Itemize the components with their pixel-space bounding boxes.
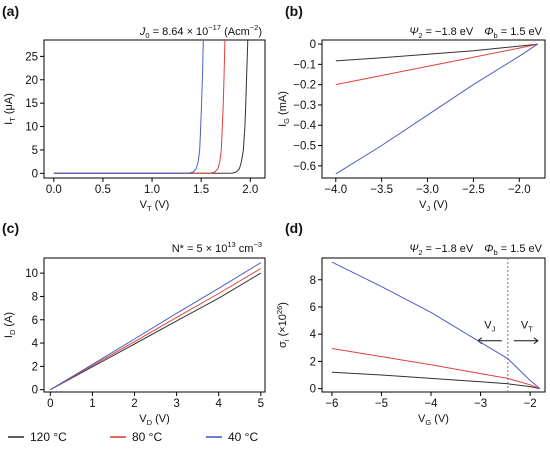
x-tick-label: 4 (215, 398, 222, 410)
series-line-3 (53, 40, 204, 174)
panel-label: (b) (285, 3, 303, 19)
y-tick-label: 4 (310, 329, 317, 341)
series-line-2 (50, 268, 262, 391)
series-line-3 (50, 262, 262, 391)
x-tick-label: 0.5 (95, 184, 111, 196)
y-tick-label: 6 (310, 302, 316, 314)
series-line-3 (335, 43, 538, 175)
region-label-vt: VT (521, 320, 533, 334)
y-tick-label: −0.1 (293, 59, 316, 71)
series-line-2 (331, 348, 541, 390)
y-axis-label: IT (μA) (3, 93, 17, 125)
y-tick-label: 0 (32, 168, 38, 180)
x-tick-label: −2.0 (508, 184, 531, 196)
x-tick-label: 3 (173, 398, 179, 410)
x-axis-label: VG (V) (418, 413, 449, 427)
y-tick-label: 0 (310, 39, 316, 51)
x-tick-label: −3.5 (370, 184, 393, 196)
x-tick-label: 5 (258, 398, 264, 410)
x-tick-label: −2.5 (462, 184, 485, 196)
y-tick-label: 20 (25, 75, 38, 87)
y-tick-label: 5 (32, 145, 38, 157)
y-tick-label: 8 (32, 291, 38, 303)
x-tick-label: −6 (325, 398, 338, 410)
x-tick-label: −4 (424, 398, 438, 410)
y-tick-label: 2 (310, 356, 316, 368)
x-tick-label: 1 (89, 398, 95, 410)
legend-label-80: 80 °C (132, 430, 162, 444)
annotation: Ψ2 = −1.8 eV Φb = 1.5 eV (409, 26, 542, 40)
y-axis-label: σi (×1026) (275, 302, 291, 348)
y-tick-label: −0.2 (293, 80, 316, 92)
panel-2: (b) −4.0 −3.5 −3.0 −2.5 −2.0 0 −0.1 −0.2 −0.3 −0.4… (277, 3, 546, 213)
series-line-1 (331, 371, 541, 390)
plot-frame (321, 257, 546, 393)
x-tick-label: −5 (375, 398, 388, 410)
x-tick-label: 1.5 (193, 184, 209, 196)
panel-3: (c) 0 1 2 3 4 5 0 2 4 6 8 10 VD (V) ID (A) N* = 5 × 101… (2, 220, 266, 427)
x-tick-label: −3.0 (416, 184, 439, 196)
legend-label-40: 40 °C (228, 430, 258, 444)
panel-4: (d) −6 −5 −4 −3 −2 0 2 4 6 8 VG (V) σi (×1026) Ψ2 = −… (275, 220, 546, 427)
y-axis-label: ID (A) (3, 312, 17, 338)
y-tick-label: 4 (32, 338, 39, 350)
plot-frame (321, 39, 546, 179)
annotation: Ψ2 = −1.8 eV Φb = 1.5 eV (409, 243, 542, 257)
x-axis-label: VT (V) (140, 199, 170, 213)
y-tick-label: 25 (25, 51, 38, 63)
series-line-1 (50, 272, 262, 391)
plot-frame (43, 257, 266, 393)
panel-label: (a) (2, 3, 19, 19)
y-tick-label: 10 (25, 268, 38, 280)
y-tick-label: 0 (32, 385, 38, 397)
y-tick-label: −0.6 (293, 161, 316, 173)
x-tick-label: 2.0 (242, 184, 258, 196)
x-axis-label: VJ (V) (419, 199, 448, 213)
x-tick-label: −3 (474, 398, 487, 410)
y-tick-label: −0.4 (293, 120, 316, 132)
y-tick-label: 0 (310, 384, 316, 396)
panel-label: (d) (285, 220, 303, 236)
y-tick-label: 2 (32, 361, 38, 373)
y-tick-label: 10 (25, 122, 38, 134)
right-arrow-icon (513, 337, 539, 345)
annotation: J0 = 8.64 × 10−17 (Acm−2) (139, 23, 262, 40)
legend-label-120: 120 °C (30, 430, 67, 444)
x-tick-label: 0 (47, 398, 53, 410)
y-tick-label: −0.5 (293, 141, 316, 153)
x-tick-label: 1.0 (144, 184, 160, 196)
series-line-1 (53, 40, 249, 174)
legend: 120 °C 80 °C 40 °C (8, 430, 258, 444)
y-tick-label: 6 (32, 315, 38, 327)
x-tick-label: −4.0 (324, 184, 347, 196)
annotation: N* = 5 × 1013 cm−3 (172, 240, 262, 255)
series-line-2 (53, 40, 226, 174)
x-tick-label: −2 (524, 398, 537, 410)
series-line-1 (335, 43, 538, 62)
y-axis-label: IG (mA) (277, 91, 291, 127)
series-line-2 (335, 43, 538, 86)
y-tick-label: 15 (25, 98, 38, 110)
plot-frame (43, 39, 266, 179)
x-tick-label: 2 (131, 398, 137, 410)
panel-1: (a) 0.0 0.5 1.0 1.5 2.0 0 5 10 15 20 25 VT (V) IT (μA… (2, 3, 266, 213)
y-tick-label: 8 (310, 275, 316, 287)
x-tick-label: 0.0 (46, 184, 62, 196)
series-line-3 (331, 261, 541, 389)
x-axis-label: VD (V) (139, 413, 170, 427)
y-tick-label: −0.3 (293, 100, 316, 112)
region-label-vj: VJ (484, 320, 495, 334)
panel-label: (c) (2, 220, 19, 236)
